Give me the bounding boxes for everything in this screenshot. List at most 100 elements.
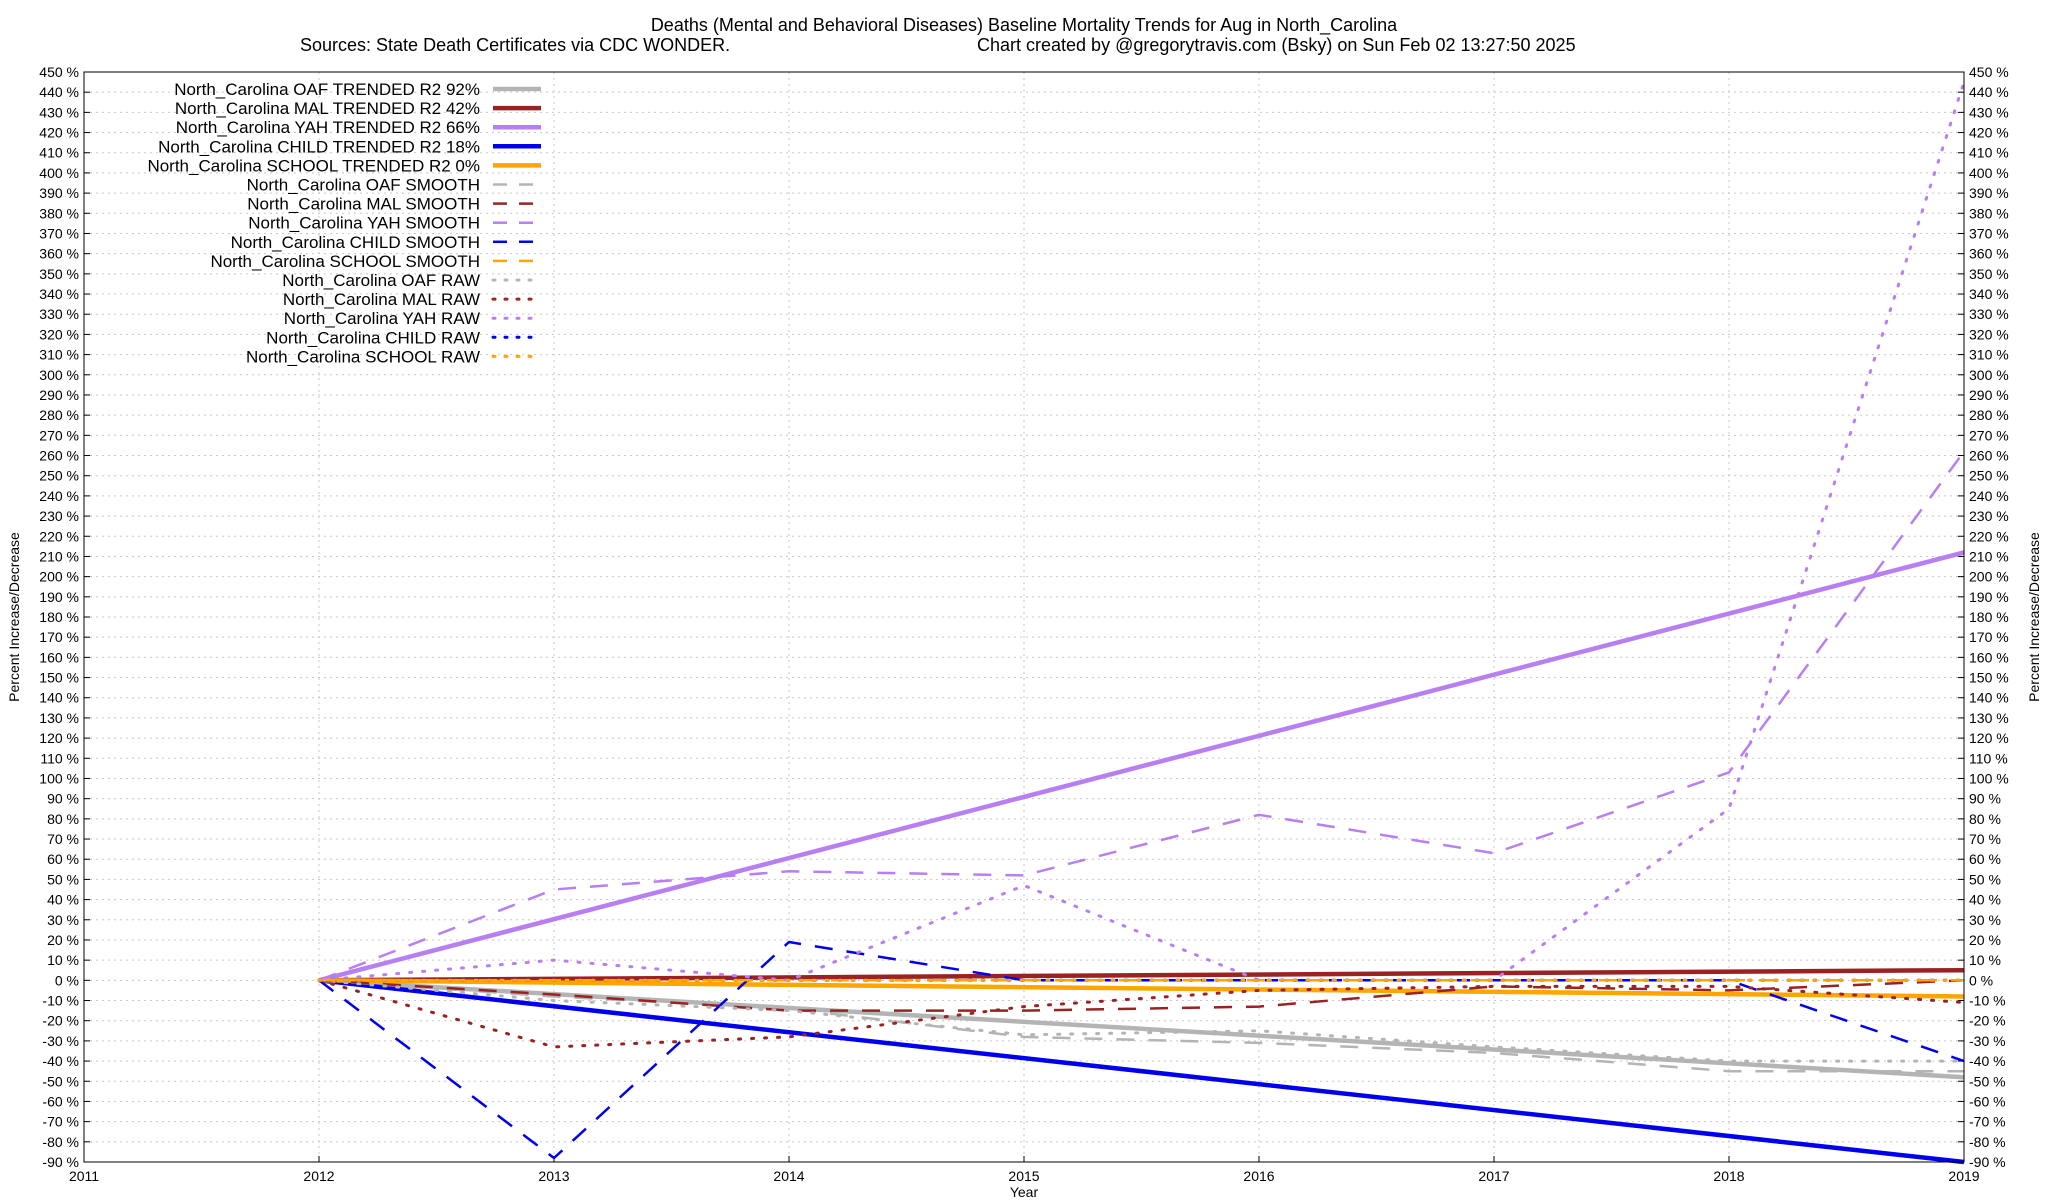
- y-tick-label-right: 390 %: [1969, 185, 2009, 201]
- series-line-8: [318, 450, 1966, 982]
- y-tick-label: 410 %: [39, 145, 79, 161]
- legend-entry-label: North_Carolina YAH TRENDED R2 66%: [176, 118, 480, 137]
- y-tick-label-right: -90 %: [1969, 1154, 2006, 1170]
- y-tick-label: -70 %: [42, 1114, 79, 1130]
- y-tick-label-right: 30 %: [1969, 912, 2001, 928]
- y-tick-label-right: 310 %: [1969, 347, 2009, 363]
- y-tick-label-right: 410 %: [1969, 145, 2009, 161]
- y-tick-label: 50 %: [47, 871, 79, 887]
- y-tick-label: -20 %: [42, 1013, 79, 1029]
- y-tick-label: 320 %: [39, 326, 79, 342]
- y-tick-label-right: 130 %: [1969, 710, 2009, 726]
- y-tick-label-right: 340 %: [1969, 286, 2009, 302]
- y-tick-label-right: 40 %: [1969, 892, 2001, 908]
- y-tick-label-right: 240 %: [1969, 488, 2009, 504]
- y-tick-label-right: -20 %: [1969, 1013, 2006, 1029]
- y-tick-label: 170 %: [39, 629, 79, 645]
- legend-entry-label: North_Carolina OAF TRENDED R2 92%: [174, 80, 480, 99]
- y-tick-label-right: 350 %: [1969, 266, 2009, 282]
- y-tick-label-right: 0 %: [1969, 972, 1993, 988]
- y-tick-label: 140 %: [39, 690, 79, 706]
- y-tick-label: 160 %: [39, 649, 79, 665]
- y-tick-label: -80 %: [42, 1134, 79, 1150]
- y-tick-label: 40 %: [47, 892, 79, 908]
- y-tick-label-right: 70 %: [1969, 831, 2001, 847]
- x-tick-label: 2011: [69, 1168, 99, 1184]
- legend-entry-label: North_Carolina YAH RAW: [284, 309, 480, 328]
- series-line-5: [318, 978, 1965, 999]
- y-tick-label: -60 %: [42, 1093, 79, 1109]
- y-tick-label: 220 %: [39, 528, 79, 544]
- y-tick-label: 310 %: [39, 347, 79, 363]
- y-tick-label: -30 %: [42, 1033, 79, 1049]
- legend-entry-label: North_Carolina MAL RAW: [283, 290, 480, 309]
- legend-entry-label: North_Carolina OAF SMOOTH: [247, 176, 480, 195]
- series-line-1: [318, 978, 1965, 1080]
- y-tick-label-right: 420 %: [1969, 125, 2009, 141]
- y-tick-label-right: 180 %: [1969, 609, 2009, 625]
- y-tick-label: 380 %: [39, 205, 79, 221]
- y-tick-label: 90 %: [47, 791, 79, 807]
- series-line-4: [318, 978, 1965, 1165]
- y-tick-label-right: -50 %: [1969, 1073, 2006, 1089]
- legend-entry-label: North_Carolina CHILD SMOOTH: [231, 233, 480, 252]
- x-tick-label: 2019: [1948, 1168, 1979, 1184]
- y-tick-label: -40 %: [42, 1053, 79, 1069]
- legend-entry-label: North_Carolina SCHOOL SMOOTH: [210, 252, 480, 271]
- y-tick-label: 10 %: [47, 952, 79, 968]
- y-tick-label: 80 %: [47, 811, 79, 827]
- y-tick-label-right: 250 %: [1969, 468, 2009, 484]
- y-tick-label-right: 440 %: [1969, 84, 2009, 100]
- y-tick-label: 110 %: [40, 750, 79, 766]
- y-tick-label: 360 %: [39, 246, 79, 262]
- x-tick-label: 2015: [1008, 1168, 1039, 1184]
- y-tick-label-right: 400 %: [1969, 165, 2009, 181]
- chart-subtitle-right: Chart created by @gregorytravis.com (Bsk…: [977, 35, 1576, 55]
- y-tick-label: 420 %: [39, 125, 79, 141]
- plot-frame: [83, 71, 1965, 1163]
- y-tick-label-right: -60 %: [1969, 1093, 2006, 1109]
- legend-entry-label: North_Carolina SCHOOL RAW: [246, 347, 480, 366]
- y-tick-label: 240 %: [39, 488, 79, 504]
- y-tick-label: 100 %: [39, 770, 79, 786]
- y-tick-label: 430 %: [39, 104, 79, 120]
- y-tick-label: 370 %: [39, 225, 79, 241]
- y-tick-label: -90 %: [42, 1154, 79, 1170]
- x-axis-label: Year: [1010, 1184, 1039, 1200]
- y-tick-label: 390 %: [39, 185, 79, 201]
- y-tick-label: 250 %: [39, 468, 79, 484]
- y-tick-label-right: 300 %: [1969, 367, 2009, 383]
- y-tick-label-right: 150 %: [1969, 670, 2009, 686]
- x-tick-label: 2014: [773, 1168, 804, 1184]
- legend-entry-label: North_Carolina CHILD TRENDED R2 18%: [158, 137, 480, 156]
- y-tick-label-right: 360 %: [1969, 246, 2009, 262]
- series-lines: [317, 80, 1966, 1165]
- x-tick-label: 2017: [1478, 1168, 1509, 1184]
- y-tick-label: 400 %: [39, 165, 79, 181]
- y-tick-label: 190 %: [39, 589, 79, 605]
- y-tick-label-right: 320 %: [1969, 326, 2009, 342]
- series-line-3: [318, 550, 1965, 983]
- y-tick-label: -10 %: [42, 993, 79, 1009]
- y-tick-label-right: 170 %: [1969, 629, 2009, 645]
- y-tick-label-right: 370 %: [1969, 225, 2009, 241]
- y-tick-label: 150 %: [39, 670, 79, 686]
- y-tick-label: 350 %: [39, 266, 79, 282]
- y-tick-label-right: 60 %: [1969, 851, 2001, 867]
- y-tick-label-right: 140 %: [1969, 690, 2009, 706]
- y-tick-label-right: 120 %: [1969, 730, 2009, 746]
- y-tick-label-right: 190 %: [1969, 589, 2009, 605]
- chart-subtitle-left: Sources: State Death Certificates via CD…: [300, 35, 730, 55]
- legend-entry-label: North_Carolina SCHOOL TRENDED R2 0%: [147, 156, 480, 175]
- y-tick-label-right: 110 %: [1969, 750, 2008, 766]
- x-tick-label: 2013: [538, 1168, 569, 1184]
- y-tick-label-right: 10 %: [1969, 952, 2001, 968]
- y-tick-label: 230 %: [39, 508, 79, 524]
- y-tick-label-right: 380 %: [1969, 205, 2009, 221]
- series-line-11: [317, 978, 1966, 1063]
- y-tick-label-right: 50 %: [1969, 871, 2001, 887]
- y-tick-label: 300 %: [39, 367, 79, 383]
- y-tick-label-right: -30 %: [1969, 1033, 2006, 1049]
- y-tick-label: 290 %: [39, 387, 79, 403]
